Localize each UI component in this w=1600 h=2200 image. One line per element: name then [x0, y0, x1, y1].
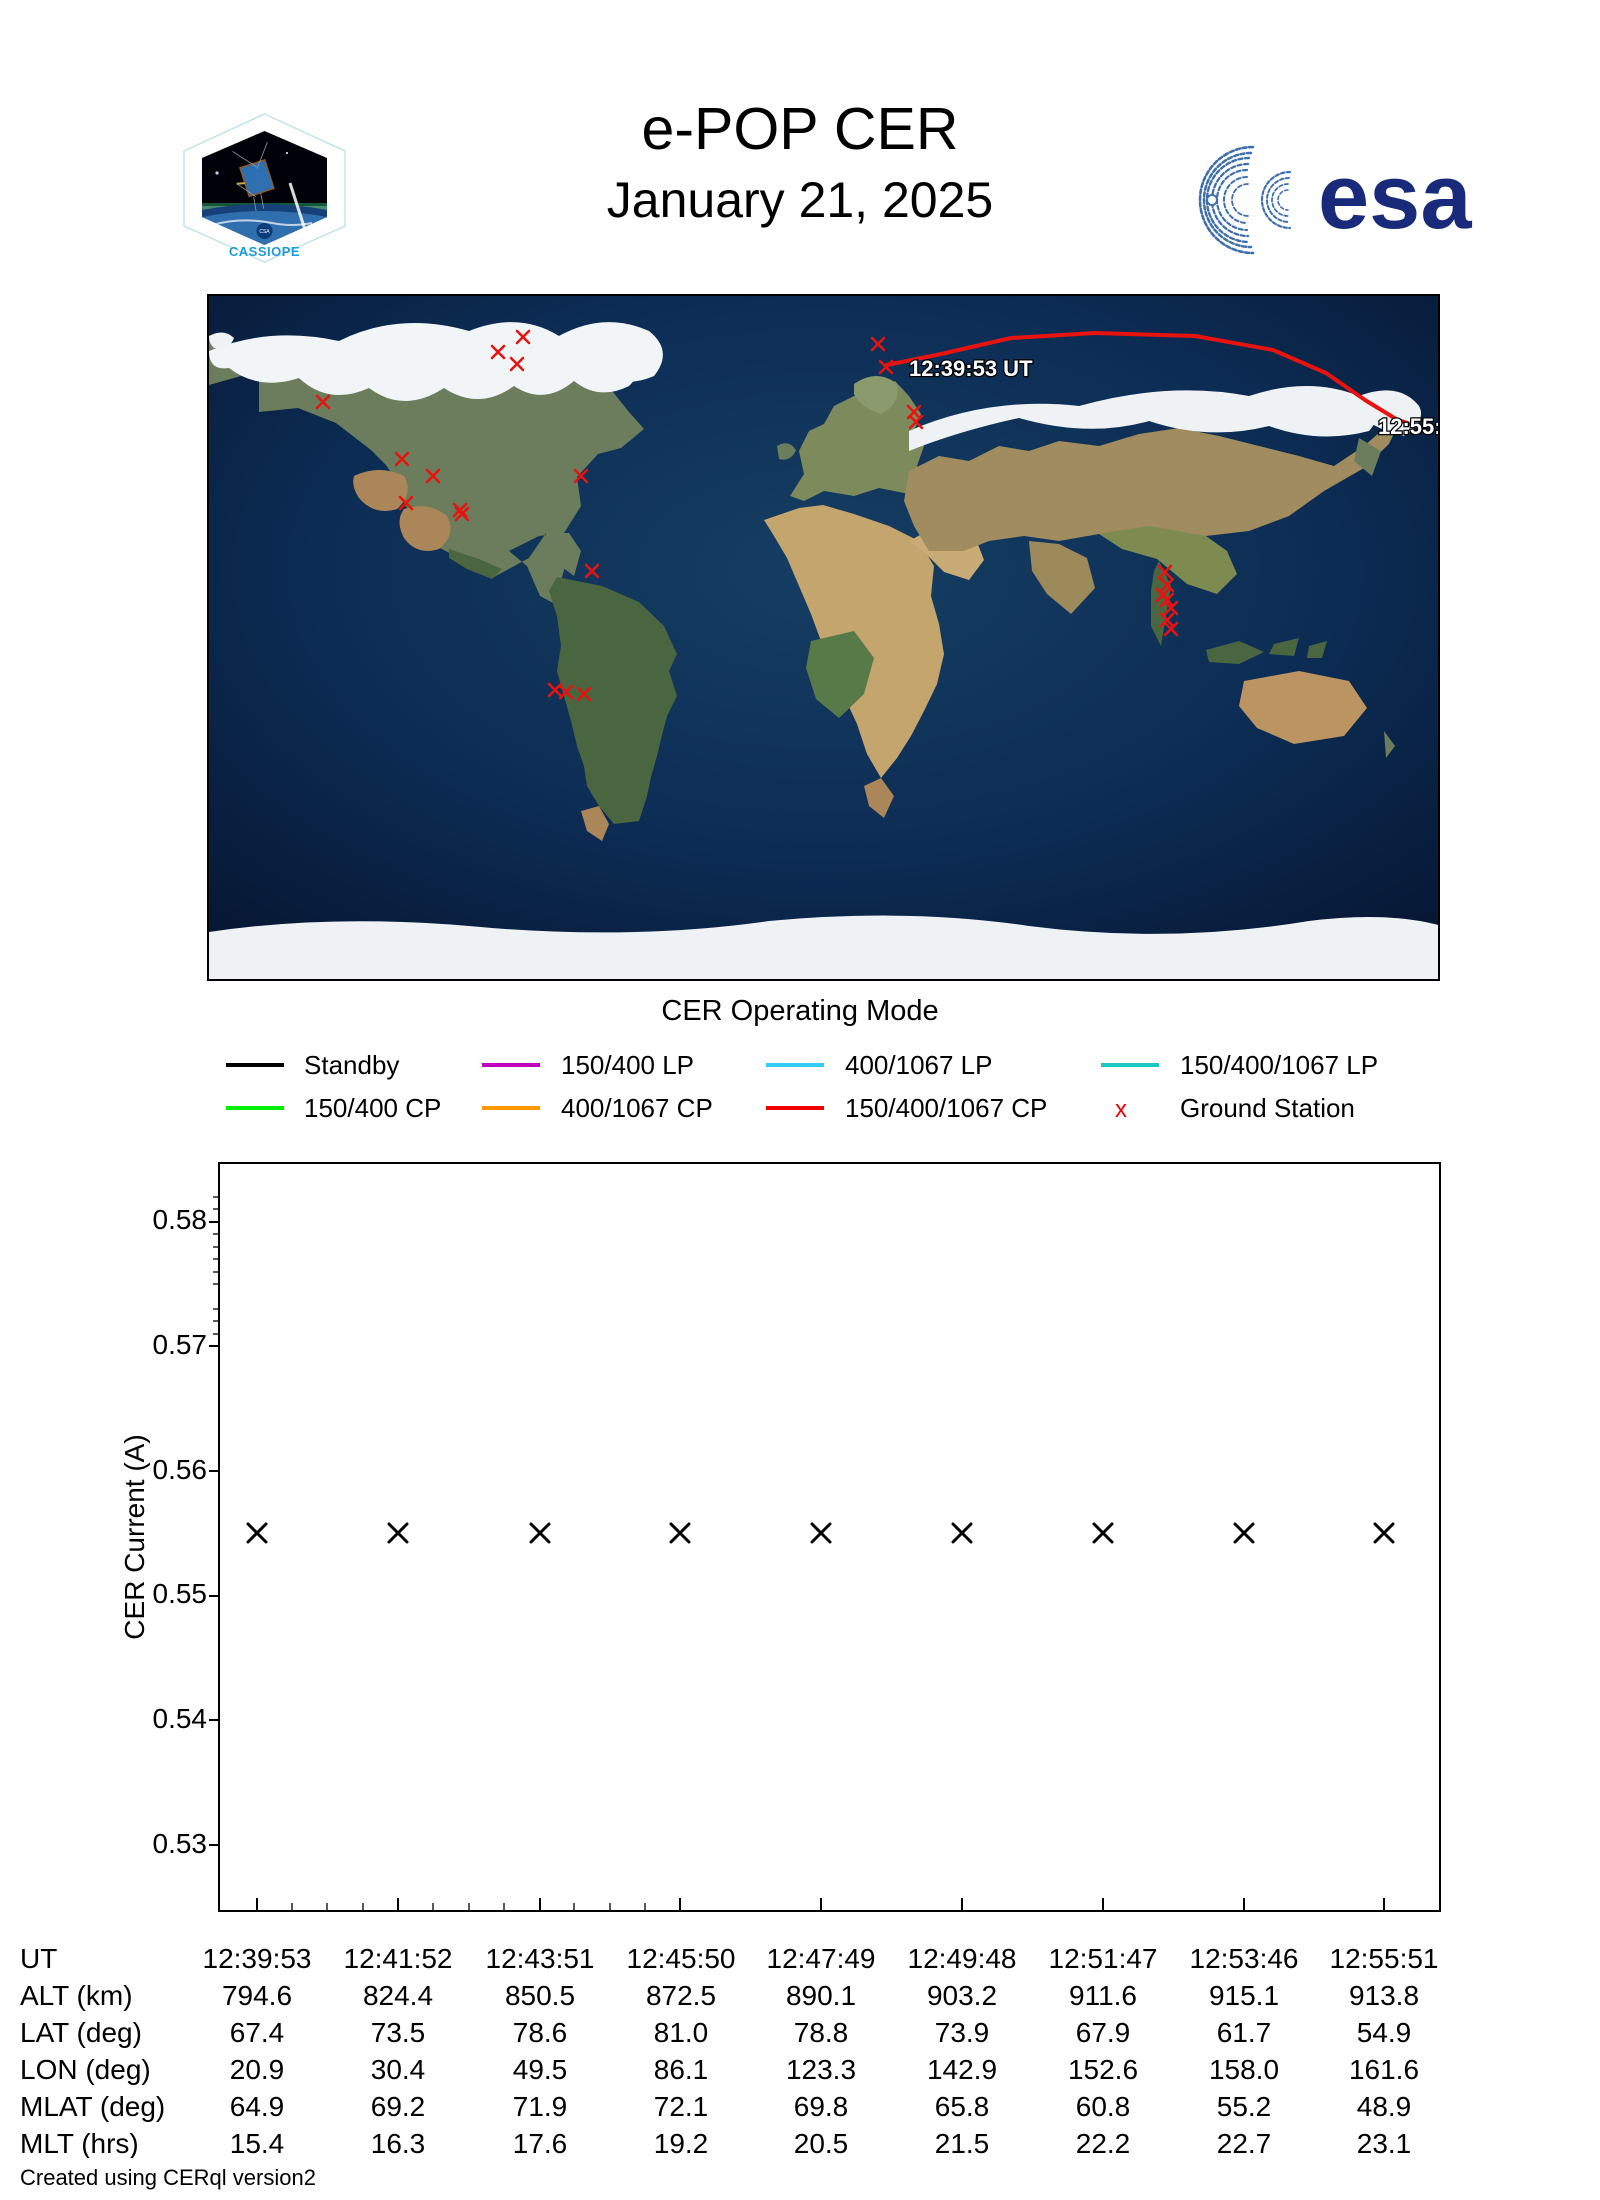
svg-text:81.0: 81.0: [654, 2017, 709, 2048]
svg-text:872.5: 872.5: [646, 1980, 716, 2011]
svg-text:400/1067 LP: 400/1067 LP: [845, 1050, 992, 1080]
svg-text:0.58: 0.58: [153, 1204, 208, 1235]
svg-text:150/400/1067 LP: 150/400/1067 LP: [1180, 1050, 1378, 1080]
svg-text:903.2: 903.2: [927, 1980, 997, 2011]
svg-text:12:39:53 UT: 12:39:53 UT: [909, 356, 1033, 381]
svg-text:LON (deg): LON (deg): [20, 2054, 151, 2085]
svg-text:78.6: 78.6: [513, 2017, 568, 2048]
svg-text:x: x: [1115, 1096, 1127, 1123]
svg-text:0.55: 0.55: [153, 1578, 208, 1609]
svg-text:54.9: 54.9: [1357, 2017, 1412, 2048]
svg-text:12:49:48: 12:49:48: [908, 1948, 1017, 1974]
svg-text:78.8: 78.8: [794, 2017, 849, 2048]
svg-text:UT: UT: [20, 1948, 57, 1974]
svg-text:23.1: 23.1: [1357, 2128, 1412, 2158]
svg-text:161.6: 161.6: [1349, 2054, 1419, 2085]
svg-text:69.2: 69.2: [371, 2091, 426, 2122]
svg-text:0.53: 0.53: [153, 1828, 208, 1859]
svg-text:86.1: 86.1: [654, 2054, 709, 2085]
svg-text:150/400 CP: 150/400 CP: [304, 1093, 441, 1123]
svg-text:911.6: 911.6: [1069, 1980, 1137, 2011]
svg-text:67.4: 67.4: [230, 2017, 285, 2048]
svg-text:12:39:53: 12:39:53: [203, 1948, 312, 1974]
svg-text:20.5: 20.5: [794, 2128, 849, 2158]
svg-text:12:43:51: 12:43:51: [486, 1948, 595, 1974]
svg-text:CSA: CSA: [259, 229, 270, 235]
svg-text:30.4: 30.4: [371, 2054, 426, 2085]
svg-text:12:53:46: 12:53:46: [1190, 1948, 1299, 1974]
svg-text:72.1: 72.1: [654, 2091, 709, 2122]
svg-text:850.5: 850.5: [505, 1980, 575, 2011]
svg-text:MLAT (deg): MLAT (deg): [20, 2091, 165, 2122]
svg-text:22.2: 22.2: [1076, 2128, 1131, 2158]
svg-text:49.5: 49.5: [513, 2054, 568, 2085]
svg-text:123.3: 123.3: [786, 2054, 856, 2085]
svg-text:15.4: 15.4: [230, 2128, 285, 2158]
svg-text:48.9: 48.9: [1357, 2091, 1412, 2122]
svg-text:915.1: 915.1: [1209, 1980, 1279, 2011]
svg-text:MLT (hrs): MLT (hrs): [20, 2128, 139, 2158]
svg-text:Ground Station: Ground Station: [1180, 1093, 1355, 1123]
svg-text:esa: esa: [1318, 146, 1472, 248]
svg-text:20.9: 20.9: [230, 2054, 285, 2085]
svg-text:12:41:52: 12:41:52: [344, 1948, 453, 1974]
svg-text:17.6: 17.6: [513, 2128, 568, 2158]
svg-text:60.8: 60.8: [1076, 2091, 1131, 2122]
svg-text:16.3: 16.3: [371, 2128, 426, 2158]
svg-text:794.6: 794.6: [222, 1980, 292, 2011]
svg-text:CER Current (A): CER Current (A): [119, 1434, 150, 1639]
svg-text:890.1: 890.1: [786, 1980, 856, 2011]
svg-text:19.2: 19.2: [654, 2128, 709, 2158]
svg-text:0.54: 0.54: [153, 1703, 208, 1734]
svg-text:152.6: 152.6: [1068, 2054, 1138, 2085]
svg-text:ALT (km): ALT (km): [20, 1980, 133, 2011]
svg-text:12:51:47: 12:51:47: [1049, 1948, 1158, 1974]
svg-text:0.56: 0.56: [153, 1454, 208, 1485]
svg-text:824.4: 824.4: [363, 1980, 433, 2011]
svg-text:64.9: 64.9: [230, 2091, 285, 2122]
svg-text:12:55:51: 12:55:51: [1330, 1948, 1439, 1974]
svg-text:158.0: 158.0: [1209, 2054, 1279, 2085]
svg-text:LAT (deg): LAT (deg): [20, 2017, 142, 2048]
svg-text:12:55:51 UT: 12:55:51 UT: [1378, 414, 1440, 439]
svg-text:22.7: 22.7: [1217, 2128, 1272, 2158]
svg-text:21.5: 21.5: [935, 2128, 990, 2158]
svg-text:71.9: 71.9: [513, 2091, 568, 2122]
svg-text:65.8: 65.8: [935, 2091, 990, 2122]
svg-text:0.57: 0.57: [153, 1329, 208, 1360]
svg-text:12:47:49: 12:47:49: [767, 1948, 876, 1974]
svg-text:73.5: 73.5: [371, 2017, 426, 2048]
svg-text:142.9: 142.9: [927, 2054, 997, 2085]
svg-text:Standby: Standby: [304, 1050, 399, 1080]
svg-text:12:45:50: 12:45:50: [627, 1948, 736, 1974]
svg-text:400/1067 CP: 400/1067 CP: [561, 1093, 713, 1123]
svg-text:913.8: 913.8: [1349, 1980, 1419, 2011]
svg-text:69.8: 69.8: [794, 2091, 849, 2122]
svg-text:150/400/1067 CP: 150/400/1067 CP: [845, 1093, 1047, 1123]
svg-text:CASSIOPE: CASSIOPE: [229, 244, 300, 259]
svg-text:61.7: 61.7: [1217, 2017, 1272, 2048]
svg-text:67.9: 67.9: [1076, 2017, 1131, 2048]
svg-text:73.9: 73.9: [935, 2017, 990, 2048]
svg-text:150/400 LP: 150/400 LP: [561, 1050, 694, 1080]
svg-text:55.2: 55.2: [1217, 2091, 1272, 2122]
